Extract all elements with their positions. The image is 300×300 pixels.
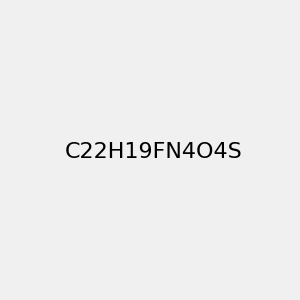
Text: C22H19FN4O4S: C22H19FN4O4S (65, 142, 243, 161)
